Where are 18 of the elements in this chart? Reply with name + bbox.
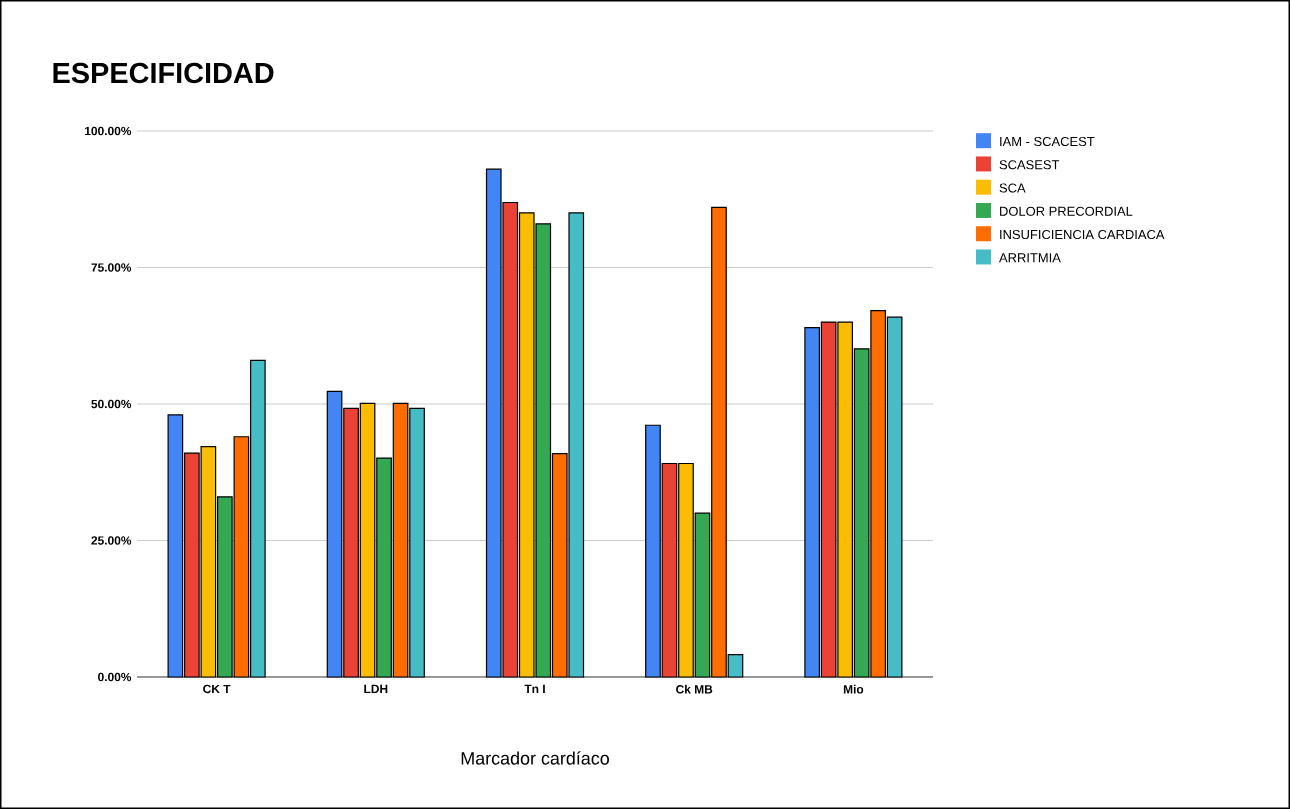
legend-label: SCA: [999, 183, 1026, 193]
y-tick-label: 0.00%: [98, 672, 132, 682]
x-tick-label: Mio: [843, 684, 864, 694]
x-tick-label: CK T: [203, 684, 231, 694]
chart-title: ESPECIFICIDAD: [53, 62, 274, 84]
x-tick-label: Tn I: [524, 684, 545, 693]
legend-label: ARRITMIA: [999, 253, 1061, 263]
legend-label: DOLOR PRECORDIAL: [1000, 206, 1133, 216]
y-tick-label: 75.00%: [91, 263, 132, 272]
x-tick-label: LDH: [364, 684, 388, 693]
legend-label: IAM - SCACEST: [1000, 136, 1095, 147]
legend-label: SCASEST: [999, 160, 1060, 170]
legend-label: INSUFICIENCIA CARDIACA: [1000, 229, 1165, 240]
y-tick-label: 100.00%: [85, 126, 132, 136]
x-axis-title: Marcador cardíaco: [461, 751, 609, 765]
x-tick-label: Ck MB: [676, 684, 713, 694]
y-tick-label: 25.00%: [91, 536, 132, 545]
y-tick-label: 50.00%: [91, 399, 132, 409]
